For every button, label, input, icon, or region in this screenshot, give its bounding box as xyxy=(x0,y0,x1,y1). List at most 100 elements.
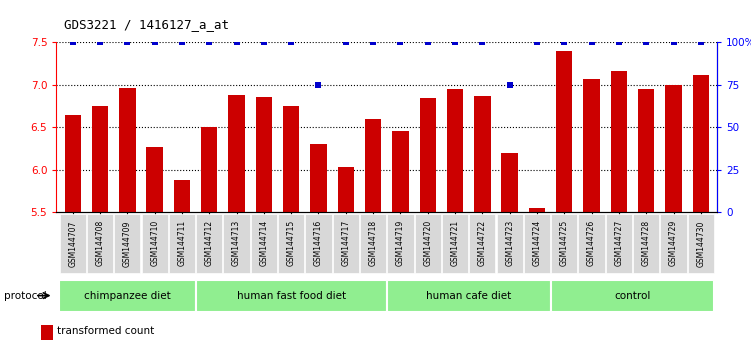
Point xyxy=(613,40,625,45)
Point xyxy=(586,40,598,45)
FancyBboxPatch shape xyxy=(224,214,249,273)
Point xyxy=(449,40,461,45)
FancyBboxPatch shape xyxy=(415,214,441,273)
Point xyxy=(476,40,488,45)
Point xyxy=(504,82,516,88)
Bar xyxy=(556,51,572,212)
FancyBboxPatch shape xyxy=(633,214,659,273)
Text: GSM144721: GSM144721 xyxy=(451,220,460,267)
Point xyxy=(67,40,79,45)
Point xyxy=(394,40,406,45)
Point xyxy=(122,40,134,45)
FancyBboxPatch shape xyxy=(169,214,195,273)
Point xyxy=(94,40,106,45)
Point xyxy=(285,40,297,45)
Point xyxy=(558,40,570,45)
Text: GSM144720: GSM144720 xyxy=(424,220,433,267)
Point xyxy=(231,40,243,45)
Text: GSM144730: GSM144730 xyxy=(696,220,705,267)
Point xyxy=(176,40,188,45)
Bar xyxy=(392,131,409,212)
FancyBboxPatch shape xyxy=(114,214,140,273)
Text: GSM144712: GSM144712 xyxy=(205,220,214,267)
FancyBboxPatch shape xyxy=(59,214,86,273)
Text: protocol: protocol xyxy=(4,291,47,301)
Text: GSM144716: GSM144716 xyxy=(314,220,323,267)
Bar xyxy=(283,106,300,212)
FancyBboxPatch shape xyxy=(306,214,332,273)
FancyBboxPatch shape xyxy=(59,280,195,312)
Bar xyxy=(201,127,218,212)
Text: GSM144717: GSM144717 xyxy=(341,220,350,267)
Text: human fast food diet: human fast food diet xyxy=(237,291,345,301)
Text: chimpanzee diet: chimpanzee diet xyxy=(84,291,170,301)
Bar xyxy=(146,147,163,212)
FancyBboxPatch shape xyxy=(195,280,387,312)
FancyBboxPatch shape xyxy=(550,280,714,312)
Text: GSM144711: GSM144711 xyxy=(177,220,186,267)
Bar xyxy=(665,85,682,212)
FancyBboxPatch shape xyxy=(278,214,304,273)
Point xyxy=(339,40,351,45)
FancyBboxPatch shape xyxy=(141,214,167,273)
Text: GSM144715: GSM144715 xyxy=(287,220,296,267)
Text: GSM144714: GSM144714 xyxy=(259,220,268,267)
Text: GDS3221 / 1416127_a_at: GDS3221 / 1416127_a_at xyxy=(64,18,229,31)
Text: GSM144713: GSM144713 xyxy=(232,220,241,267)
FancyBboxPatch shape xyxy=(469,214,496,273)
Point xyxy=(668,40,680,45)
Point xyxy=(367,40,379,45)
Point xyxy=(149,40,161,45)
FancyBboxPatch shape xyxy=(524,214,550,273)
FancyBboxPatch shape xyxy=(388,214,414,273)
Text: human cafe diet: human cafe diet xyxy=(426,291,511,301)
Text: GSM144708: GSM144708 xyxy=(95,220,104,267)
FancyBboxPatch shape xyxy=(442,214,468,273)
Text: GSM144726: GSM144726 xyxy=(587,220,596,267)
Text: GSM144719: GSM144719 xyxy=(396,220,405,267)
Text: GSM144718: GSM144718 xyxy=(369,220,378,267)
Text: GSM144728: GSM144728 xyxy=(641,220,650,267)
Point xyxy=(258,40,270,45)
FancyBboxPatch shape xyxy=(251,214,277,273)
Bar xyxy=(611,70,627,212)
FancyBboxPatch shape xyxy=(196,214,222,273)
Bar xyxy=(447,89,463,212)
Point xyxy=(422,40,434,45)
Bar xyxy=(420,98,436,212)
Bar xyxy=(255,97,272,212)
Bar xyxy=(502,153,518,212)
Text: GSM144727: GSM144727 xyxy=(614,220,623,267)
FancyBboxPatch shape xyxy=(551,214,578,273)
Point xyxy=(204,40,216,45)
Bar xyxy=(529,208,545,212)
FancyBboxPatch shape xyxy=(387,280,550,312)
Bar xyxy=(474,96,490,212)
Bar xyxy=(638,89,654,212)
Point xyxy=(531,40,543,45)
Bar xyxy=(692,75,709,212)
Text: GSM144723: GSM144723 xyxy=(505,220,514,267)
Bar xyxy=(65,115,81,212)
FancyBboxPatch shape xyxy=(496,214,523,273)
FancyBboxPatch shape xyxy=(360,214,386,273)
Bar xyxy=(338,167,354,212)
Text: GSM144707: GSM144707 xyxy=(68,220,77,267)
FancyBboxPatch shape xyxy=(333,214,359,273)
Text: GSM144729: GSM144729 xyxy=(669,220,678,267)
Text: GSM144710: GSM144710 xyxy=(150,220,159,267)
Bar xyxy=(228,95,245,212)
Point xyxy=(640,40,652,45)
Point xyxy=(312,82,324,88)
Text: control: control xyxy=(614,291,650,301)
Bar xyxy=(119,87,135,212)
Bar xyxy=(365,119,382,212)
Bar xyxy=(584,79,600,212)
Text: GSM144724: GSM144724 xyxy=(532,220,541,267)
Point xyxy=(695,40,707,45)
Bar xyxy=(41,325,53,340)
FancyBboxPatch shape xyxy=(688,214,714,273)
Bar xyxy=(173,180,190,212)
FancyBboxPatch shape xyxy=(660,214,686,273)
Bar xyxy=(92,106,108,212)
